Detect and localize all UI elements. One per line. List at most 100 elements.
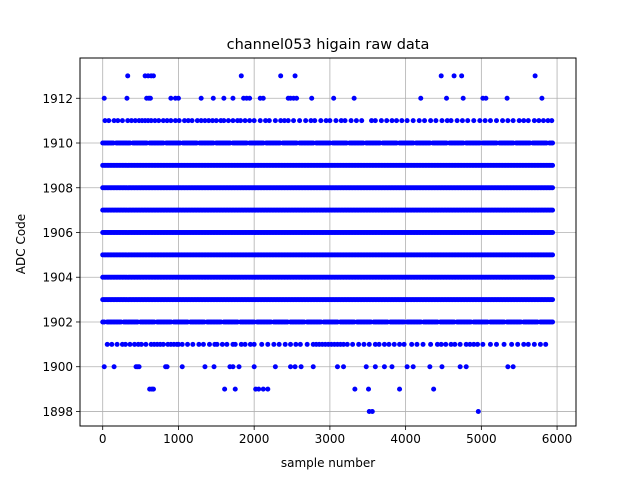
data-point bbox=[211, 364, 217, 370]
data-point bbox=[266, 118, 272, 124]
data-point bbox=[543, 341, 549, 347]
data-point bbox=[487, 118, 493, 124]
data-point bbox=[515, 341, 521, 347]
data-point bbox=[334, 364, 340, 370]
data-point bbox=[399, 118, 405, 124]
data-point bbox=[539, 95, 545, 101]
data-point bbox=[448, 341, 454, 347]
data-point bbox=[179, 364, 185, 370]
data-point bbox=[540, 118, 546, 124]
data-point bbox=[210, 95, 216, 101]
data-point bbox=[414, 341, 420, 347]
data-point bbox=[448, 118, 454, 124]
data-point bbox=[549, 118, 555, 124]
data-point bbox=[156, 118, 162, 124]
data-point bbox=[372, 341, 378, 347]
data-point bbox=[132, 118, 138, 124]
x-tick-label: 1000 bbox=[163, 432, 194, 446]
data-point bbox=[202, 118, 208, 124]
data-point bbox=[439, 118, 445, 124]
data-point bbox=[338, 118, 344, 124]
data-point bbox=[452, 341, 458, 347]
data-point bbox=[397, 341, 403, 347]
data-point bbox=[545, 118, 551, 124]
data-point bbox=[128, 118, 134, 124]
data-point bbox=[210, 118, 216, 124]
data-point bbox=[309, 95, 315, 101]
data-point bbox=[483, 95, 489, 101]
data-point bbox=[394, 118, 400, 124]
data-point bbox=[124, 95, 130, 101]
data-point bbox=[433, 118, 439, 124]
data-point bbox=[125, 73, 131, 79]
data-point bbox=[294, 95, 300, 101]
data-point bbox=[389, 364, 395, 370]
data-point bbox=[303, 118, 309, 124]
data-point bbox=[381, 364, 387, 370]
data-point bbox=[509, 341, 515, 347]
data-point bbox=[428, 341, 434, 347]
data-point bbox=[434, 341, 440, 347]
data-point bbox=[298, 364, 304, 370]
data-point bbox=[521, 341, 527, 347]
data-point bbox=[224, 341, 230, 347]
data-point bbox=[251, 341, 257, 347]
data-point bbox=[127, 341, 133, 347]
data-point bbox=[378, 118, 384, 124]
data-point bbox=[327, 118, 333, 124]
axes: 0 1000 2000 3000 4000 5000 6000 1898 1900 1902 190… bbox=[42, 92, 572, 446]
data-point bbox=[397, 386, 403, 392]
data-point bbox=[550, 207, 556, 213]
data-point bbox=[263, 118, 269, 124]
data-point bbox=[104, 341, 110, 347]
data-point bbox=[143, 341, 149, 347]
data-point bbox=[500, 118, 506, 124]
data-point bbox=[138, 341, 144, 347]
data-point bbox=[101, 364, 107, 370]
data-point bbox=[160, 341, 166, 347]
y-tick-label: 1908 bbox=[42, 181, 73, 195]
data-point bbox=[353, 118, 359, 124]
data-point bbox=[352, 386, 358, 392]
data-point bbox=[493, 118, 499, 124]
data-point bbox=[480, 341, 486, 347]
data-point bbox=[550, 229, 556, 235]
data-point bbox=[363, 364, 369, 370]
data-point bbox=[288, 364, 294, 370]
data-point bbox=[202, 364, 208, 370]
data-point bbox=[297, 341, 303, 347]
data-point bbox=[182, 118, 187, 124]
data-point bbox=[106, 118, 112, 124]
data-point bbox=[389, 118, 395, 124]
data-point bbox=[247, 95, 253, 101]
data-point bbox=[550, 140, 556, 146]
data-point bbox=[444, 95, 450, 101]
data-point bbox=[477, 118, 483, 124]
data-point bbox=[410, 118, 416, 124]
data-point bbox=[259, 341, 265, 347]
data-point bbox=[459, 73, 465, 79]
data-point bbox=[147, 95, 153, 101]
y-tick-label: 1898 bbox=[42, 405, 73, 419]
data-point bbox=[198, 95, 204, 101]
data-point bbox=[460, 95, 466, 101]
data-point bbox=[278, 118, 284, 124]
data-point bbox=[219, 341, 225, 347]
chart-title: channel053 higain raw data bbox=[227, 37, 430, 53]
data-point bbox=[190, 341, 196, 347]
data-point bbox=[410, 364, 416, 370]
data-point bbox=[344, 341, 350, 347]
data-point bbox=[238, 118, 244, 124]
data-point bbox=[420, 341, 426, 347]
data-point bbox=[356, 341, 362, 347]
data-point bbox=[465, 118, 471, 124]
data-point bbox=[265, 341, 271, 347]
data-point bbox=[115, 118, 121, 124]
data-point bbox=[111, 364, 117, 370]
data-point bbox=[381, 341, 387, 347]
data-point bbox=[213, 118, 219, 124]
data-point bbox=[276, 341, 282, 347]
data-point bbox=[505, 364, 511, 370]
data-point bbox=[111, 118, 117, 124]
data-point bbox=[168, 118, 174, 124]
